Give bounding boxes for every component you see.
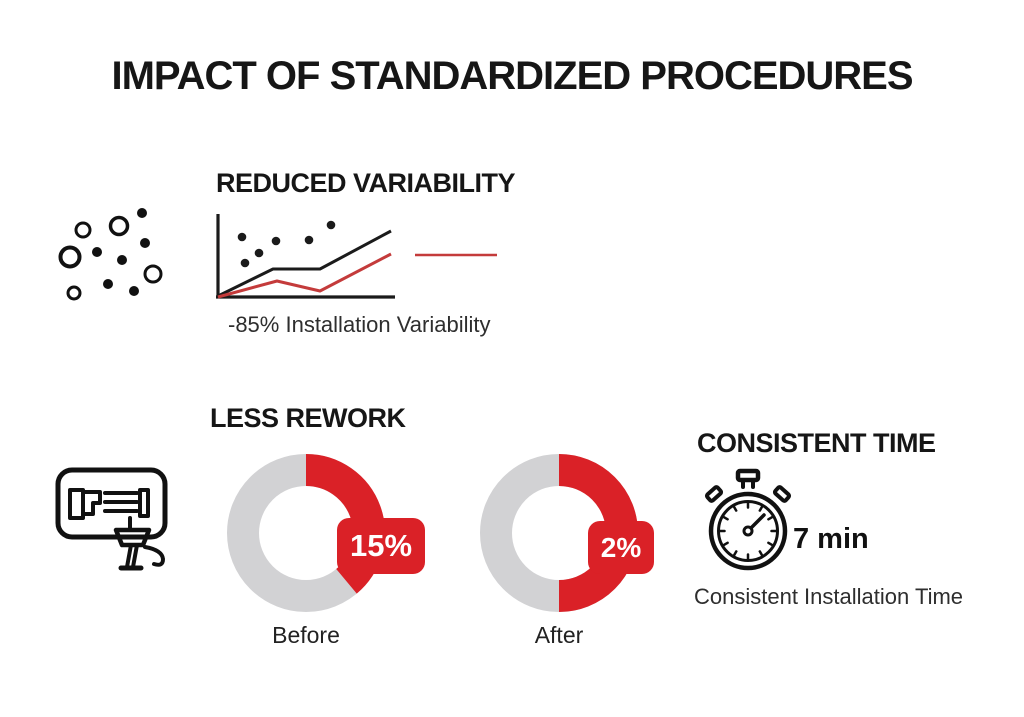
donut-label-after: After [534, 622, 584, 648]
badge-value: 15% [349, 528, 413, 563]
donut-badge-after: 2% [588, 521, 654, 574]
variability-caption: -85% Installation Variability [228, 312, 491, 337]
donut-label-before: Before [272, 622, 340, 648]
stopwatch-icon [698, 468, 798, 583]
badge-value: 2% [600, 531, 642, 563]
donut-badge-before: 15% [337, 518, 425, 574]
time-value: 7 min [793, 523, 869, 555]
consistent-time-heading: CONSISTENT TIME [697, 428, 936, 458]
power-tool-icon [50, 460, 180, 585]
page-title: IMPACT OF STANDARDIZED PROCEDURES [111, 54, 913, 98]
time-caption: Consistent Installation Time [694, 584, 964, 609]
rework-heading: LESS REWORK [210, 403, 406, 433]
scatter-dots-icon [50, 195, 170, 310]
variability-heading: REDUCED VARIABILITY [216, 168, 516, 198]
variability-chart [205, 200, 505, 315]
